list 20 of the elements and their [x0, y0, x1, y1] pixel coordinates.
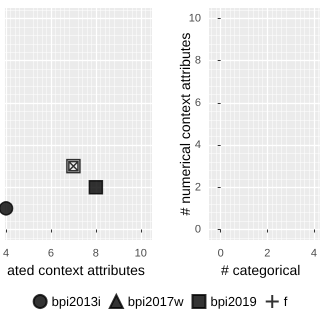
legend-label: bpi2013i: [52, 294, 101, 309]
y-axis-title: # numerical context attributes: [177, 32, 193, 216]
x-tick-label: 6: [48, 248, 54, 260]
x-tick-label: 0: [218, 248, 224, 260]
y-tick-label: 4: [194, 139, 201, 152]
legend-label: bpi2017w: [128, 294, 184, 309]
legend-label: bpi2019: [210, 294, 257, 309]
y-tick-label: 2: [194, 181, 201, 194]
legend-label: f: [284, 294, 288, 309]
x-axis-title: ated context attributes: [7, 262, 145, 278]
x-tick-label: 8: [92, 248, 99, 260]
y-tick-label: 10: [188, 12, 201, 25]
x-tick-label: 4: [2, 248, 10, 260]
x-tick-label: 10: [134, 248, 147, 260]
x-tick-label: 4: [310, 248, 318, 260]
x-axis-title: # categorical: [221, 262, 300, 278]
x-tick-label: 2: [264, 248, 270, 260]
y-tick-label: 8: [194, 54, 201, 67]
y-tick-label: 6: [194, 96, 201, 109]
y-tick-label: 0: [194, 223, 201, 236]
